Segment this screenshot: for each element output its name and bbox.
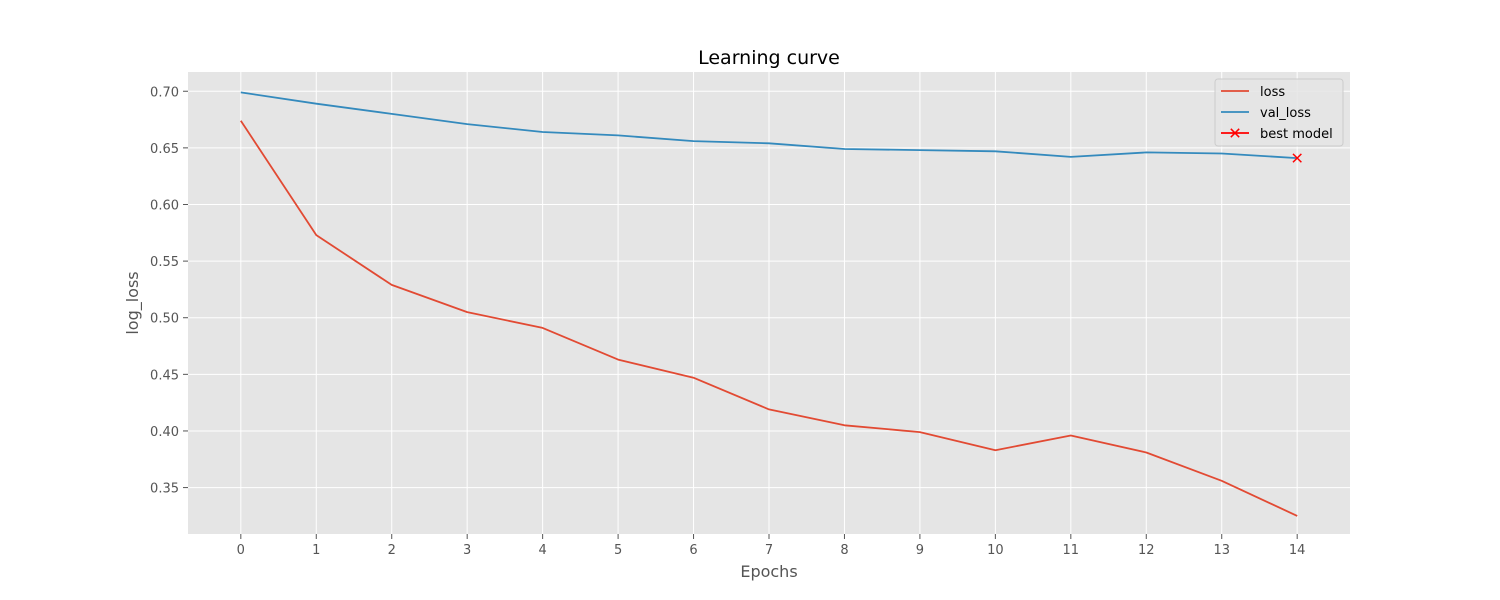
y-axis-label: log_loss xyxy=(123,271,143,334)
y-axis-ticks: 0.35 0.40 0.45 0.50 0.55 0.60 0.65 0.70 xyxy=(150,85,188,497)
best-model-marker xyxy=(1292,153,1302,163)
x-tick-label: 1 xyxy=(312,543,320,558)
x-tick-label: 3 xyxy=(463,543,471,558)
x-tick-label: 7 xyxy=(765,543,773,558)
x-tick-label: 11 xyxy=(1063,543,1080,558)
series-line-loss xyxy=(240,120,1298,517)
x-tick-label: 12 xyxy=(1138,543,1155,558)
x-tick-label: 13 xyxy=(1213,543,1230,558)
series-line-val-loss xyxy=(240,91,1298,159)
x-tick-label: 2 xyxy=(388,543,396,558)
marker-layer xyxy=(1292,153,1302,163)
chart-title: Learning curve xyxy=(698,47,840,69)
y-tick-label: 0.55 xyxy=(150,255,179,270)
x-tick-label: 4 xyxy=(538,543,546,558)
y-tick-label: 0.35 xyxy=(150,482,179,497)
legend-label: val_loss xyxy=(1260,106,1311,121)
x-tick-label: 10 xyxy=(987,543,1004,558)
x-tick-label: 5 xyxy=(614,543,622,558)
x-tick-label: 8 xyxy=(840,543,848,558)
y-tick-label: 0.40 xyxy=(150,425,179,440)
legend-item-best-model: best model xyxy=(1221,127,1333,142)
y-tick-label: 0.60 xyxy=(150,198,179,213)
legend-item-loss: loss xyxy=(1221,85,1285,100)
x-tick-label: 0 xyxy=(237,543,245,558)
y-tick-label: 0.70 xyxy=(150,85,179,100)
x-tick-label: 14 xyxy=(1289,543,1306,558)
x-tick-label: 9 xyxy=(916,543,924,558)
series-layer xyxy=(240,91,1298,517)
x-axis-ticks: 0 1 2 3 4 5 6 7 8 9 10 11 12 13 14 xyxy=(237,534,1306,558)
x-axis-label: Epochs xyxy=(740,562,797,581)
x-tick-label: 6 xyxy=(689,543,697,558)
legend-item-val-loss: val_loss xyxy=(1221,106,1311,121)
legend-label: best model xyxy=(1260,127,1333,142)
y-tick-label: 0.50 xyxy=(150,312,179,327)
y-tick-label: 0.45 xyxy=(150,368,179,383)
y-tick-label: 0.65 xyxy=(150,142,179,157)
legend-box xyxy=(1214,78,1344,147)
legend-label: loss xyxy=(1260,85,1285,100)
legend-marker-icon xyxy=(1230,128,1240,138)
